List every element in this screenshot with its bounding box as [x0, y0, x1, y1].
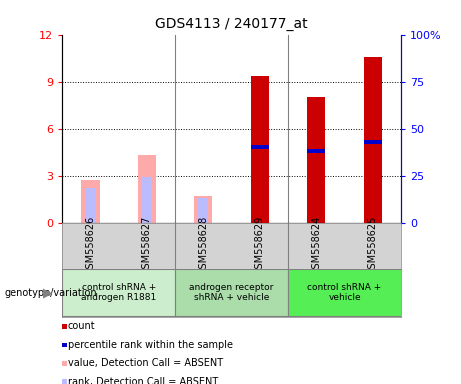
Text: genotype/variation: genotype/variation: [5, 288, 97, 298]
Bar: [307, 149, 325, 153]
Text: GSM558627: GSM558627: [142, 216, 152, 275]
Bar: [251, 146, 269, 149]
Bar: [138, 155, 156, 223]
Text: rank, Detection Call = ABSENT: rank, Detection Call = ABSENT: [68, 377, 218, 384]
Text: value, Detection Call = ABSENT: value, Detection Call = ABSENT: [68, 358, 223, 368]
Bar: [307, 97, 325, 223]
Bar: [364, 140, 382, 144]
Bar: [82, 180, 100, 223]
Text: percentile rank within the sample: percentile rank within the sample: [68, 340, 233, 350]
Text: ▶: ▶: [43, 286, 53, 299]
Bar: [85, 188, 95, 223]
Text: GSM558629: GSM558629: [255, 216, 265, 275]
Bar: [364, 56, 382, 223]
Bar: [195, 196, 213, 223]
Text: control shRNA +
androgen R1881: control shRNA + androgen R1881: [81, 283, 156, 303]
Bar: [175, 269, 288, 316]
Text: count: count: [68, 321, 95, 331]
Text: GSM558625: GSM558625: [368, 216, 378, 275]
Title: GDS4113 / 240177_at: GDS4113 / 240177_at: [155, 17, 308, 31]
Bar: [288, 269, 401, 316]
Bar: [62, 269, 175, 316]
Bar: [198, 199, 208, 223]
Text: androgen receptor
shRNA + vehicle: androgen receptor shRNA + vehicle: [189, 283, 274, 303]
Text: GSM558624: GSM558624: [311, 216, 321, 275]
Text: GSM558626: GSM558626: [85, 216, 95, 275]
Text: control shRNA +
vehicle: control shRNA + vehicle: [307, 283, 382, 303]
Bar: [251, 76, 269, 223]
Text: GSM558628: GSM558628: [198, 216, 208, 275]
Bar: [142, 177, 152, 223]
